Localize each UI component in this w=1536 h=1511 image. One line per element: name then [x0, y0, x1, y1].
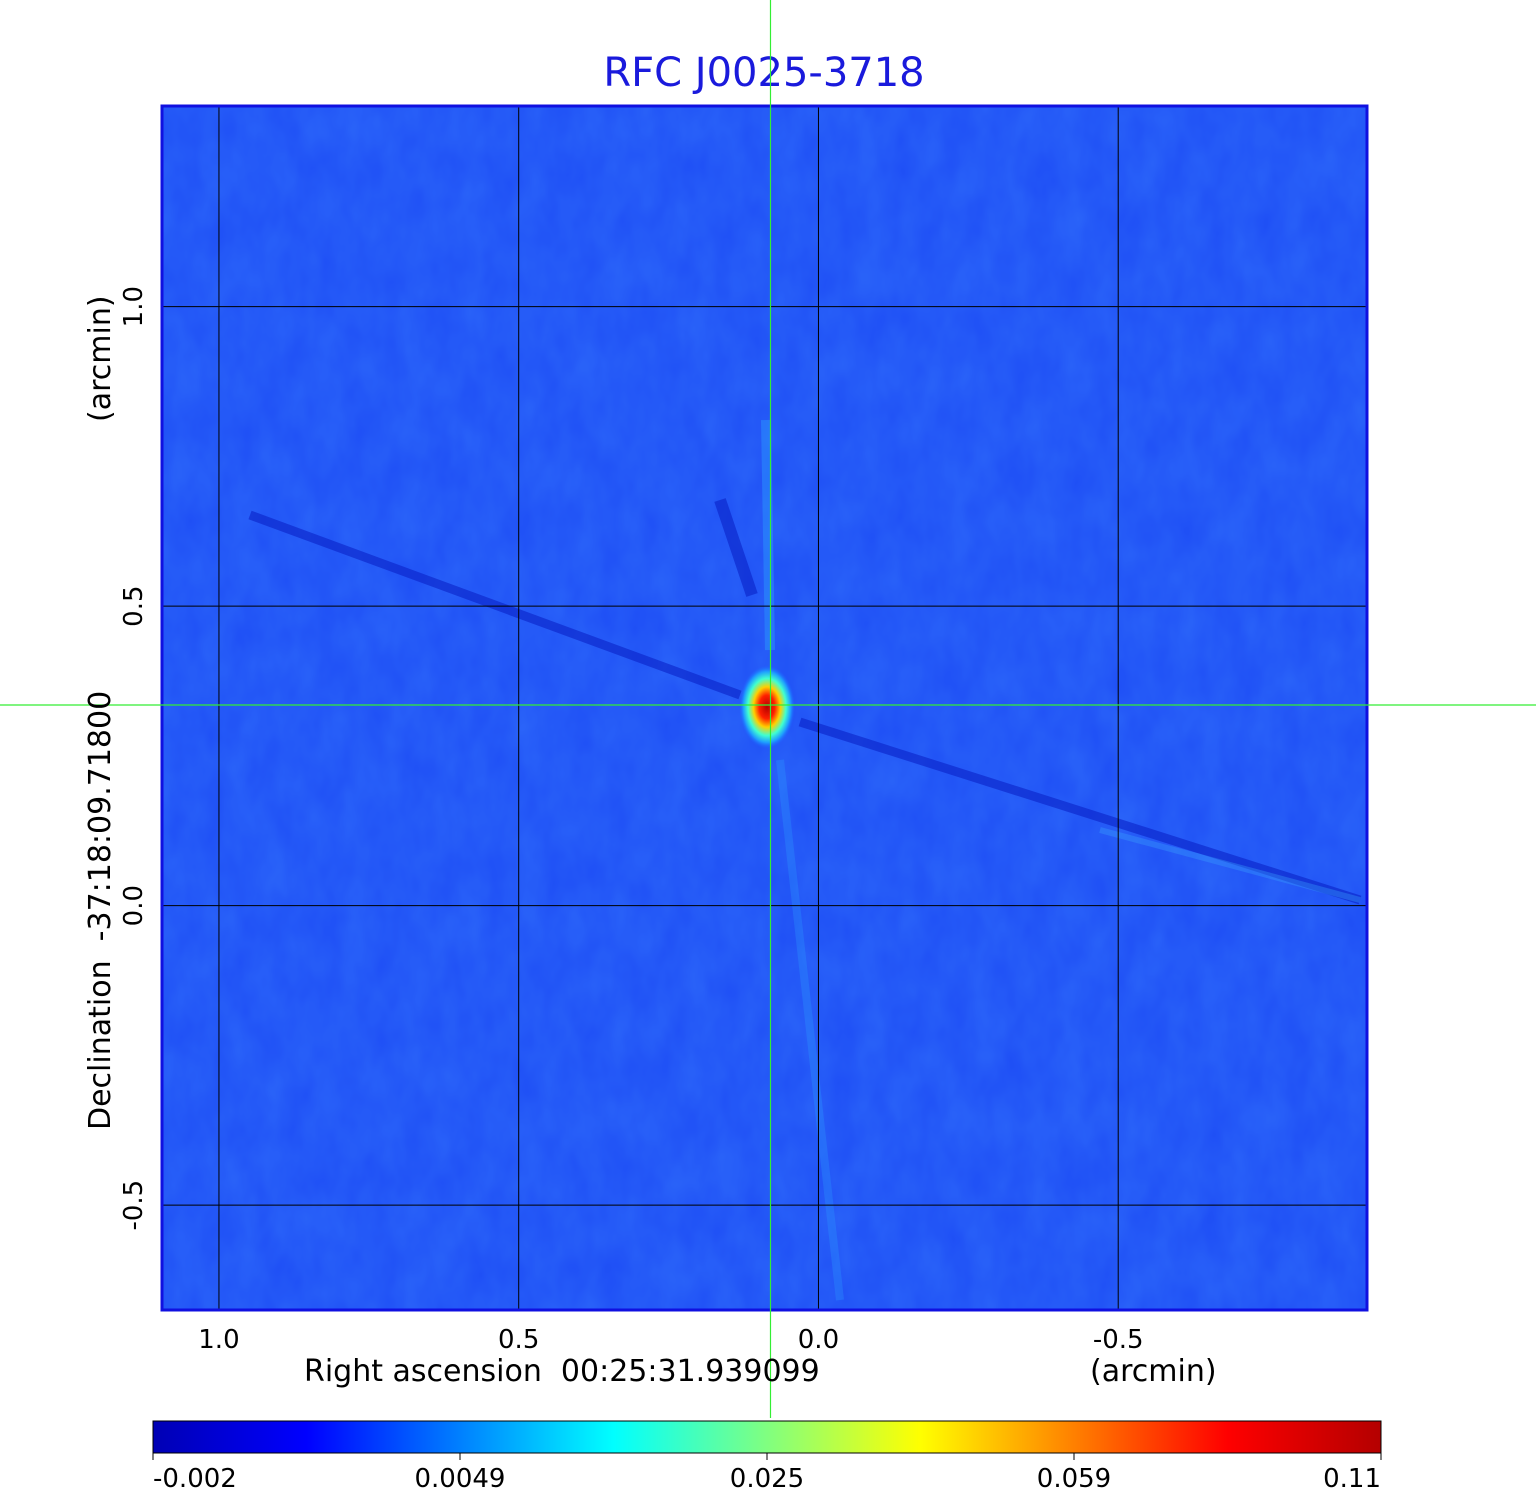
y-axis-unit: (arcmin) — [83, 295, 118, 422]
x-tick-label: -0.5 — [1093, 1325, 1144, 1355]
grid-lines — [162, 106, 1367, 1310]
colorbar-tick-label: 0.025 — [730, 1464, 804, 1494]
plot-frame — [160, 104, 1369, 1312]
y-tick-label: 1.0 — [119, 286, 149, 327]
plot-area — [160, 104, 1369, 1312]
x-tick-labels: 1.0 0.5 0.0 -0.5 — [198, 1325, 1143, 1355]
source-peak — [739, 665, 795, 749]
colorbar-tick-label: 0.11 — [1323, 1464, 1381, 1494]
colorbar-tick-label: -0.002 — [153, 1464, 237, 1494]
x-tick-label: 1.0 — [198, 1325, 239, 1355]
colorbar-tick-label: 0.0049 — [415, 1464, 506, 1494]
y-axis-label: Declination -37:18:09.71800 — [83, 691, 118, 1130]
y-tick-labels: 1.0 0.5 0.0 -0.5 — [119, 286, 149, 1231]
colorbar-gradient — [152, 1420, 1382, 1454]
colorbar-ticks: -0.002 0.0049 0.025 0.059 0.11 — [152, 1453, 1382, 1494]
x-tick-label: 0.5 — [498, 1325, 539, 1355]
crosshair — [0, 0, 1536, 1418]
y-tick-label: -0.5 — [119, 1180, 149, 1231]
y-tick-label: 0.0 — [119, 885, 149, 926]
y-tick-label: 0.5 — [119, 585, 149, 626]
colorbar-tick-label: 0.059 — [1037, 1464, 1111, 1494]
colorbar: -0.002 0.0049 0.025 0.059 0.11 — [152, 1420, 1382, 1494]
x-tick-label: 0.0 — [798, 1325, 839, 1355]
chart-title: RFC J0025-3718 — [603, 50, 924, 96]
x-axis-label: Right ascension 00:25:31.939099 — [304, 1354, 820, 1389]
x-axis-unit: (arcmin) — [1090, 1354, 1217, 1389]
sidelobe-streaks — [248, 419, 1362, 1301]
